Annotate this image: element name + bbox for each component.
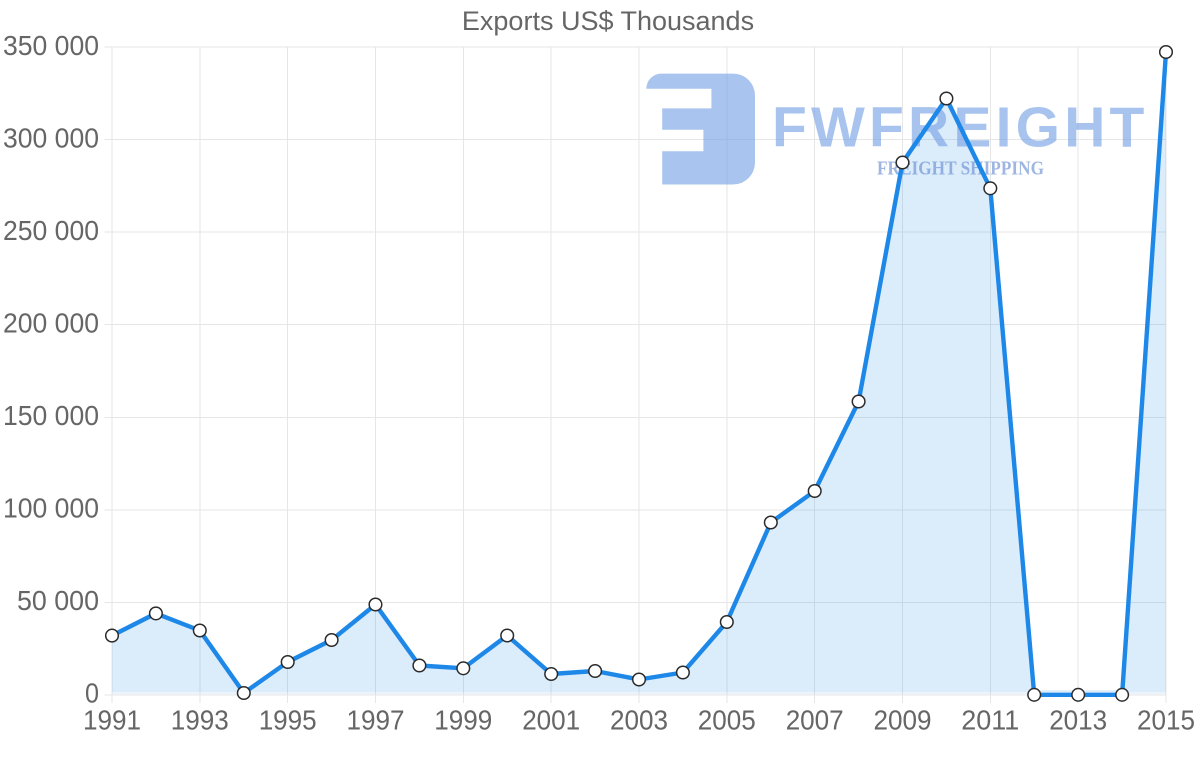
svg-text:200 000: 200 000 — [3, 307, 99, 338]
svg-text:150 000: 150 000 — [3, 400, 99, 431]
svg-text:2013: 2013 — [1049, 704, 1107, 735]
svg-text:FREIGHT SHIPPING: FREIGHT SHIPPING — [877, 157, 1044, 179]
svg-text:50 000: 50 000 — [17, 585, 99, 616]
svg-text:300 000: 300 000 — [3, 122, 99, 153]
svg-text:100 000: 100 000 — [3, 492, 99, 523]
svg-text:1999: 1999 — [434, 704, 492, 735]
svg-text:1991: 1991 — [83, 704, 141, 735]
svg-text:350 000: 350 000 — [3, 30, 99, 61]
svg-text:1993: 1993 — [171, 704, 229, 735]
svg-text:2003: 2003 — [610, 704, 668, 735]
svg-text:2009: 2009 — [874, 704, 932, 735]
svg-text:Exports US$ Thousands: Exports US$ Thousands — [462, 6, 754, 36]
svg-text:2015: 2015 — [1137, 704, 1195, 735]
svg-text:2005: 2005 — [698, 704, 756, 735]
svg-text:0: 0 — [85, 677, 99, 708]
svg-text:1997: 1997 — [347, 704, 405, 735]
svg-text:2001: 2001 — [522, 704, 580, 735]
svg-text:2007: 2007 — [786, 704, 844, 735]
svg-text:1995: 1995 — [259, 704, 317, 735]
svg-text:2011: 2011 — [961, 704, 1019, 735]
svg-text:250 000: 250 000 — [3, 215, 99, 246]
